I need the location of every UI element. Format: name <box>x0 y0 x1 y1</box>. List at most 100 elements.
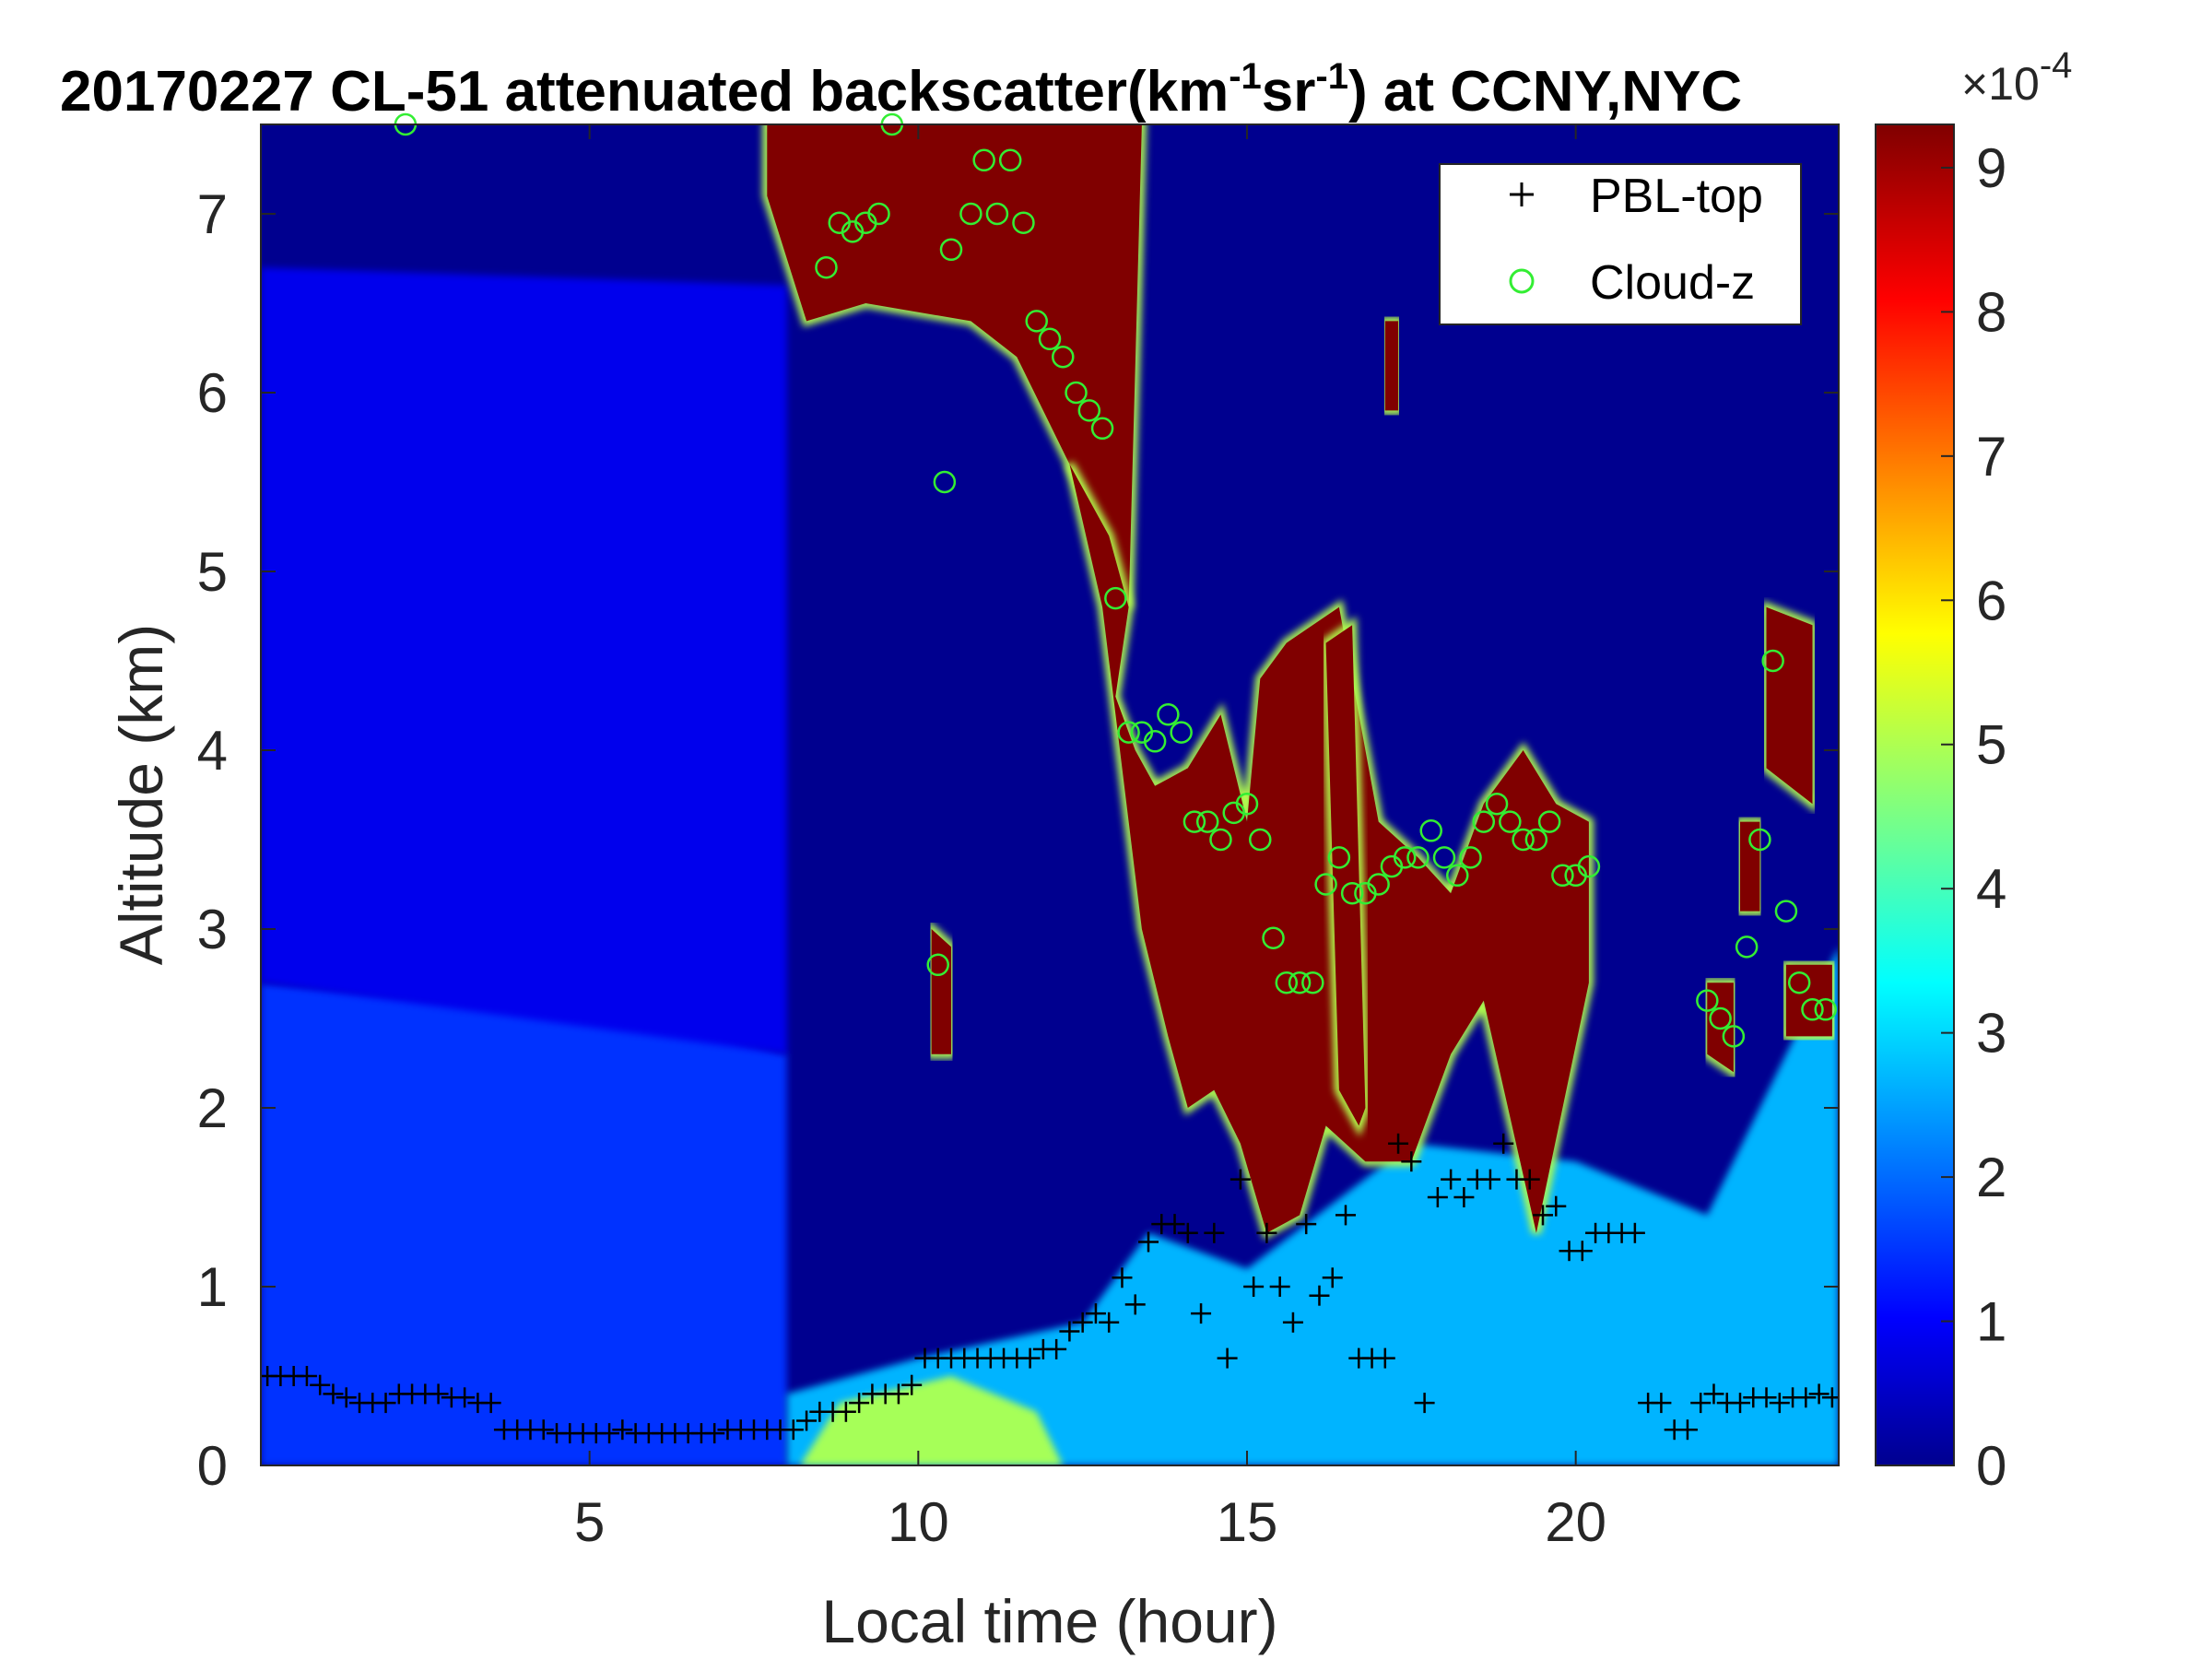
cloud-z-point <box>1787 971 1811 994</box>
cloud-z-point <box>1104 586 1127 610</box>
cloud-z-point <box>972 148 995 172</box>
cloud-z-point <box>1262 926 1285 949</box>
pbl-top-point <box>1099 1312 1120 1333</box>
pbl-top-point <box>1072 1312 1093 1333</box>
cloud-z-point <box>1722 1025 1746 1048</box>
pbl-top-point <box>1374 1347 1395 1369</box>
cloud-z-point <box>1195 810 1219 833</box>
pbl-top-point <box>1243 1277 1265 1297</box>
pbl-top-point <box>1730 1393 1750 1414</box>
cloud-z-point <box>1748 828 1771 852</box>
y-tick-label: 1 <box>197 1256 228 1318</box>
cloud-z-point <box>1709 1006 1732 1030</box>
x-axis-ticks: 5 10 15 20 <box>574 124 1606 1553</box>
y-tick-label: 0 <box>197 1435 228 1497</box>
pbl-top-point <box>1046 1338 1067 1359</box>
pbl-top-point <box>1164 1214 1185 1235</box>
colorbar-tick-label: 9 <box>1976 137 2006 199</box>
cloud-z-point <box>939 238 963 262</box>
pbl-top-point <box>849 1393 870 1414</box>
cloud-z-point <box>959 202 982 226</box>
legend: PBL-top Cloud-z <box>1439 163 1802 325</box>
heatmap-region-cloud-late-mid <box>1740 821 1760 912</box>
pbl-top-point <box>1335 1205 1356 1226</box>
pbl-top-point <box>1808 1383 1830 1405</box>
pbl-top-point <box>1441 1169 1462 1190</box>
cloud-z-point <box>1275 971 1299 994</box>
pbl-top-point <box>1112 1267 1133 1288</box>
y-axis-label: Altitude (km) <box>107 624 175 965</box>
pbl-top-point <box>1124 1294 1146 1315</box>
x-tick-label: 15 <box>1217 1491 1278 1553</box>
pbl-top-point <box>1177 1222 1198 1243</box>
cloud-z-point <box>1814 998 1837 1021</box>
cloud-z-point <box>1577 854 1601 878</box>
plot-frame <box>260 124 1840 1466</box>
legend-cloud-marker <box>1509 268 1535 294</box>
chart-title: 20170227 CL-51 attenuated backscatter(km… <box>60 56 1742 124</box>
pbl-top-point <box>296 1366 317 1386</box>
heatmap-region-cloud-column-16h <box>1325 625 1366 1126</box>
heatmap-layer <box>261 124 1839 1465</box>
cloud-z-point <box>867 202 890 226</box>
colorbar: 0 1 2 3 4 5 6 7 8 9 ×10-4 <box>1875 45 2072 1497</box>
pbl-top-point <box>1677 1419 1698 1441</box>
pbl-top-point <box>454 1387 476 1408</box>
cloud-z-point <box>1459 846 1482 869</box>
colorbar-exponent: ×10-4 <box>1961 45 2072 110</box>
pbl-top-point <box>375 1393 396 1414</box>
pbl-top-point <box>1479 1169 1500 1190</box>
pbl-top-point <box>1296 1214 1317 1235</box>
pbl-top-point <box>1217 1347 1238 1369</box>
pbl-top-point <box>428 1383 449 1405</box>
cloud-z-point <box>1774 900 1798 923</box>
cloud-z-point <box>1393 846 1417 869</box>
pbl-top-point <box>599 1423 620 1444</box>
pbl-top-point <box>1269 1277 1290 1297</box>
cloud-z-point <box>1314 873 1337 896</box>
pbl-top-point <box>1795 1387 1817 1408</box>
pbl-top-point <box>796 1410 818 1431</box>
pbl-top-point <box>1191 1303 1212 1324</box>
y-tick-label: 7 <box>197 183 228 245</box>
cloud-z-point <box>1038 327 1062 351</box>
cloud-z-point <box>1485 792 1509 816</box>
cloud-z-point <box>1235 792 1259 816</box>
cloud-z-point <box>815 255 838 279</box>
colorbar-ticks: 0 1 2 3 4 5 6 7 8 9 <box>1941 137 2006 1497</box>
cloud-z-point <box>1249 828 1272 852</box>
pbl-top-point <box>1230 1169 1251 1190</box>
pbl-top-point <box>1533 1205 1553 1226</box>
pbl-top-point <box>1453 1187 1475 1207</box>
cloud-z-point <box>1472 810 1496 833</box>
pbl-top-point <box>1019 1347 1041 1369</box>
legend-pbl-label: PBL-top <box>1590 170 1763 223</box>
cloud-z-point <box>1012 211 1035 234</box>
cloud-z-point <box>1182 810 1206 833</box>
pbl-top-point <box>1427 1187 1448 1207</box>
pbl-top-point <box>1414 1393 1435 1414</box>
colorbar-gradient <box>1875 124 1955 1466</box>
pbl-top-point <box>323 1383 344 1405</box>
pbl-top-point <box>782 1419 804 1441</box>
pbl-top-point <box>1138 1231 1159 1253</box>
cloud-z-point <box>1090 417 1114 441</box>
cloud-z-point <box>933 470 957 494</box>
cloud-z-point <box>1367 873 1390 896</box>
colorbar-tick-label: 7 <box>1976 426 2006 488</box>
pbl-top-point <box>1256 1222 1277 1243</box>
pbl-top-point <box>1322 1267 1343 1288</box>
cloud-z-point <box>1551 864 1574 888</box>
legend-pbl-marker <box>1510 182 1534 206</box>
cloud-z-point <box>1025 310 1048 333</box>
plot-area: 5 10 15 20 0 1 2 3 4 5 6 7 <box>197 112 1840 1553</box>
heatmap-region-surface-layer-bright <box>799 1376 1064 1465</box>
pbl-top-point <box>1519 1169 1540 1190</box>
pbl-top-point <box>1703 1383 1724 1405</box>
colorbar-tick-label: 6 <box>1976 570 2006 631</box>
cloud-z-point <box>1696 989 1719 1012</box>
cloud-z-point <box>1761 649 1784 673</box>
cloud-z-point <box>1446 864 1469 888</box>
pbl-top-point <box>1624 1222 1645 1243</box>
